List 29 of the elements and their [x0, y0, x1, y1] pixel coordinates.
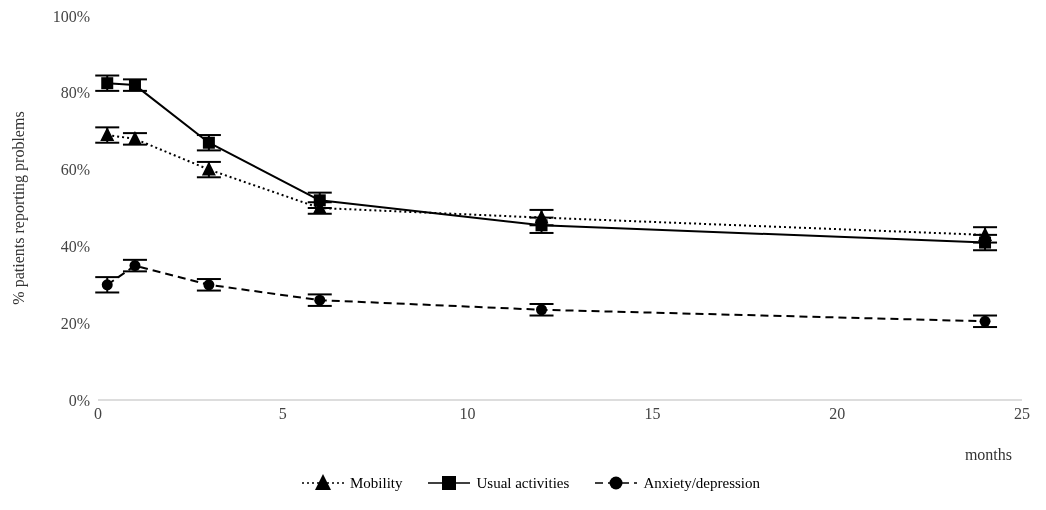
point — [201, 161, 216, 176]
y-tick-label: 80% — [60, 84, 90, 102]
point — [100, 127, 115, 142]
y-tick-label: 60% — [60, 161, 90, 179]
legend-label: Mobility — [349, 474, 403, 492]
point — [203, 279, 215, 291]
y-axis-title: % patients reporting problems — [9, 111, 28, 305]
point — [101, 77, 114, 90]
y-tick-label: 100% — [52, 7, 90, 25]
x-tick-label: 10 — [459, 405, 476, 423]
point — [534, 209, 549, 224]
x-tick-label: 5 — [278, 405, 287, 423]
x-tick-label: 20 — [829, 405, 846, 423]
legend-label: Usual activities — [476, 474, 570, 492]
point — [127, 130, 142, 145]
y-tick-label: 40% — [60, 238, 90, 256]
x-tick-label: 0 — [94, 405, 102, 423]
point — [314, 294, 326, 306]
x-tick-label: 25 — [1014, 405, 1030, 423]
x-axis-title: months — [964, 446, 1012, 463]
point — [129, 260, 141, 272]
point — [101, 279, 113, 291]
y-tick-label: 0% — [68, 391, 90, 409]
legend-label: Anxiety/depression — [643, 474, 761, 492]
point — [979, 315, 991, 327]
point — [536, 304, 548, 316]
y-tick-label: 20% — [60, 314, 90, 332]
point — [202, 136, 215, 149]
x-tick-label: 15 — [644, 405, 661, 423]
